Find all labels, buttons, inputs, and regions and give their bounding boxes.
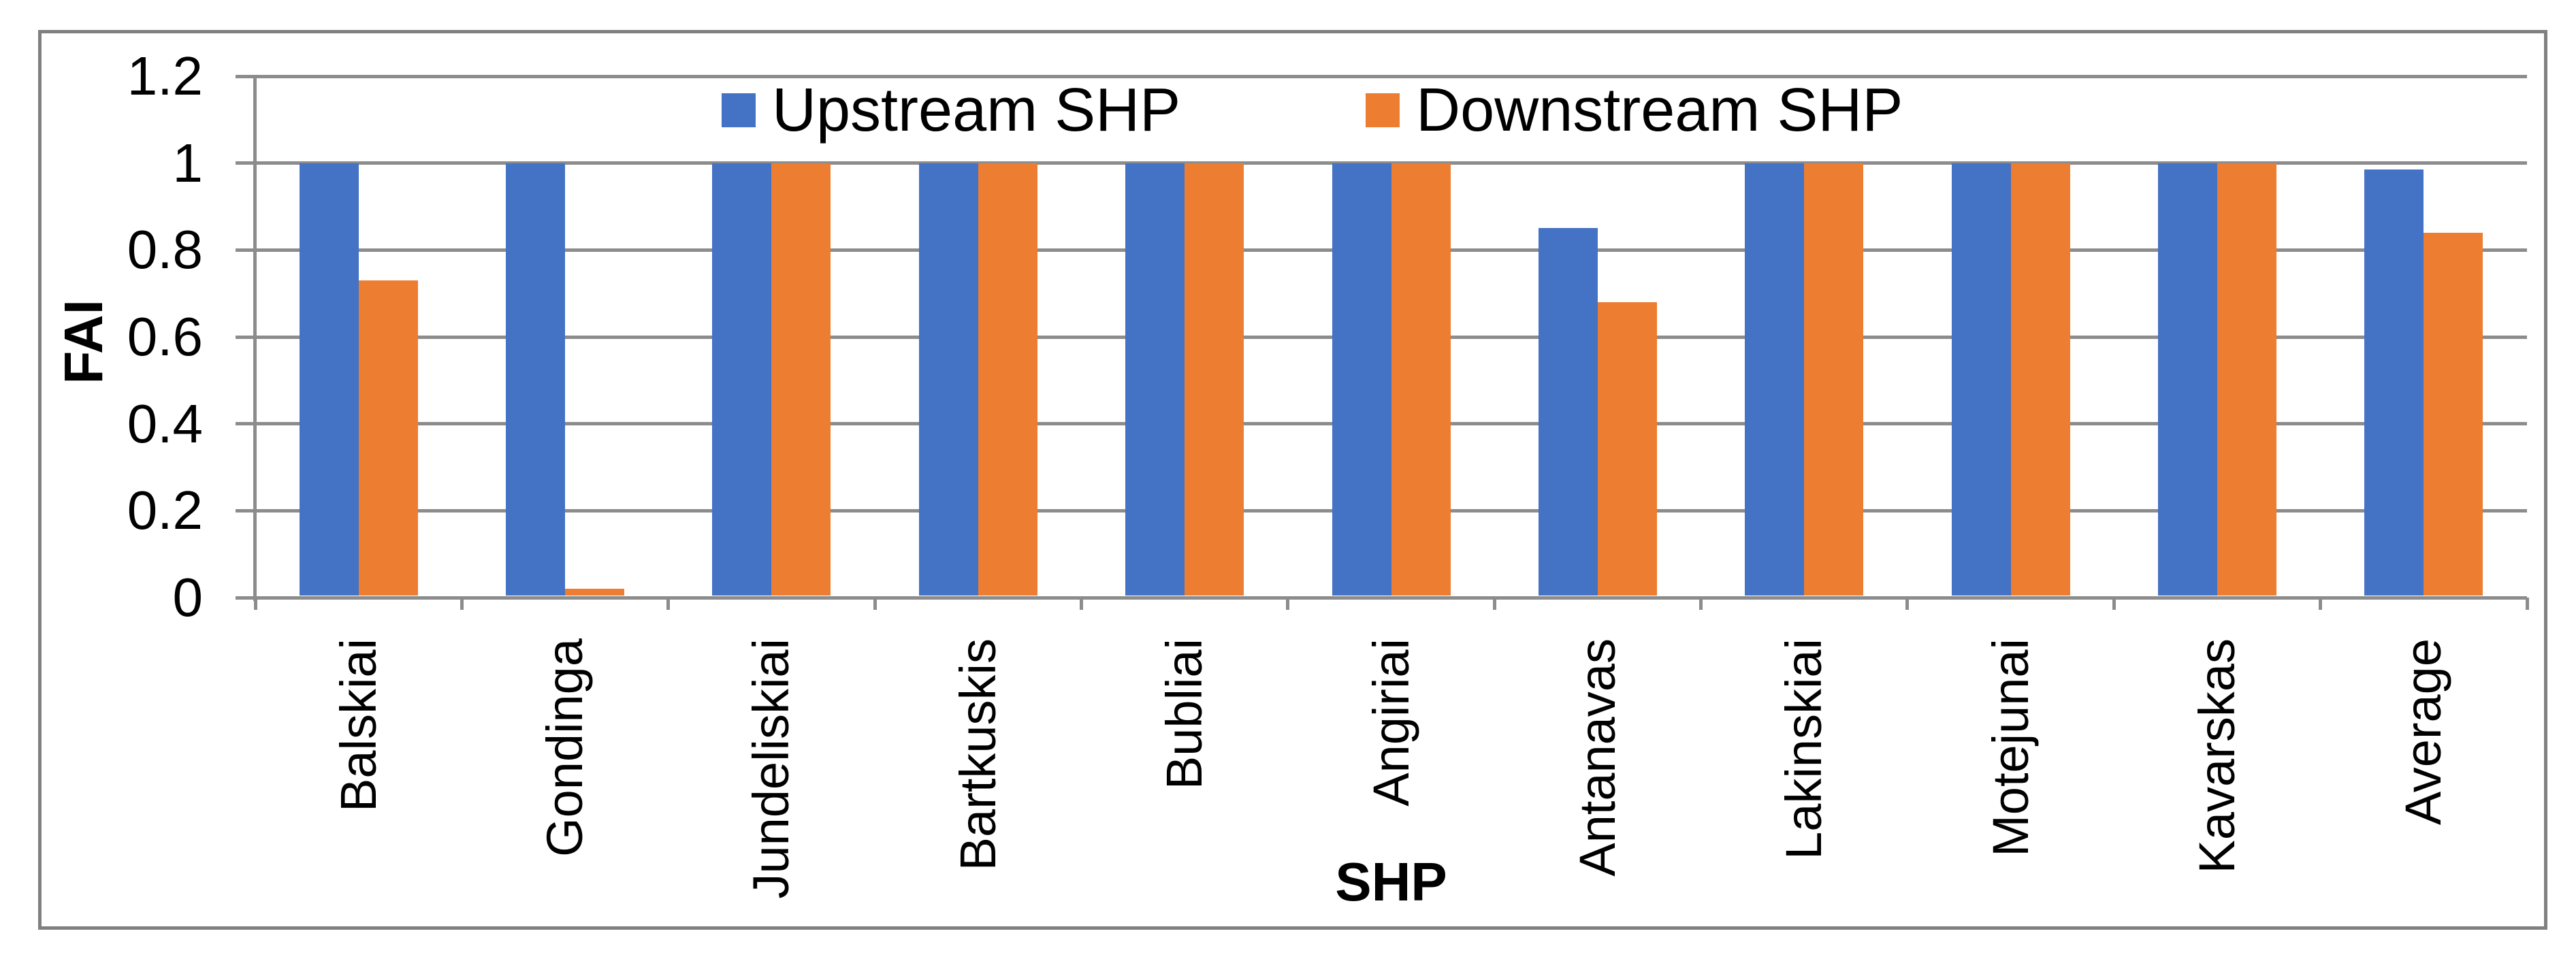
legend-item-downstream: Downstream SHP [1366,75,1903,146]
y-axis-line [253,76,257,601]
y-tick-label: 1 [172,132,204,193]
x-axis-tick [1492,598,1496,610]
bar-downstream-shp-jundeliskiai [771,163,831,596]
y-tick-label: 0.4 [127,393,203,454]
category-label-lakinskiai: Lakinskiai [1775,638,1833,860]
x-axis-tick [873,598,877,610]
y-gridline [236,596,2527,600]
bar-upstream-shp-bartkuskis [918,163,978,596]
x-axis-tick [2525,598,2529,610]
bar-downstream-shp-bubliai [1185,163,1244,596]
y-tick-label: 0.8 [127,219,203,280]
bar-upstream-shp-bubliai [1125,163,1185,596]
legend: Upstream SHP Downstream SHP [722,75,1903,146]
figure-border [38,30,2547,930]
category-label-antanavas: Antanavas [1568,638,1626,877]
x-axis-tick [2319,598,2323,610]
x-axis-tick [1079,598,1083,610]
category-label-kavarskas: Kavarskas [2188,638,2245,874]
category-label-bubliai: Bubliai [1156,638,1213,790]
y-tick-label: 1.2 [127,46,203,106]
x-axis-tick [1286,598,1290,610]
legend-item-upstream: Upstream SHP [722,75,1180,146]
bar-upstream-shp-jundeliskiai [712,163,772,596]
y-gridline [236,74,2527,78]
category-label-average: Average [2395,638,2452,826]
bar-upstream-shp-gondinga [506,163,566,596]
bar-downstream-shp-angiriai [1391,163,1451,596]
x-axis-tick [1905,598,1910,610]
bar-upstream-shp-motejunai [1951,163,2011,596]
legend-label-upstream: Upstream SHP [772,76,1181,144]
legend-label-downstream: Downstream SHP [1416,76,1903,144]
bar-upstream-shp-average [2364,169,2424,596]
bar-upstream-shp-kavarskas [2157,163,2217,596]
bar-downstream-shp-lakinskiai [1804,163,1864,596]
x-axis-title: SHP [1335,851,1447,912]
category-label-motejunai: Motejunai [1982,638,2039,857]
bar-downstream-shp-balskiai [358,280,418,596]
category-label-jundeliskiai: Jundeliskiai [743,638,800,899]
legend-swatch-downstream [1366,93,1400,127]
bar-downstream-shp-gondinga [565,589,625,596]
x-axis-tick [253,598,257,610]
bar-downstream-shp-bartkuskis [978,163,1037,596]
category-label-angiriai: Angiriai [1362,638,1419,807]
x-axis-tick [1699,598,1703,610]
x-axis-tick [666,598,671,610]
bar-upstream-shp-lakinskiai [1745,163,1805,596]
y-tick-label: 0.2 [127,480,203,541]
bar-downstream-shp-antanavas [1597,302,1657,596]
y-tick-label: 0 [172,567,204,628]
bar-upstream-shp-balskiai [299,163,359,596]
x-axis-tick [460,598,464,610]
category-label-balskiai: Balskiai [329,638,387,812]
category-label-gondinga: Gondinga [536,638,594,857]
legend-swatch-upstream [722,93,756,127]
category-label-bartkuskis: Bartkuskis [949,638,1006,871]
bar-downstream-shp-kavarskas [2217,163,2276,596]
bar-downstream-shp-average [2424,232,2483,596]
bar-upstream-shp-antanavas [1538,228,1598,596]
y-tick-label: 0.6 [127,306,203,367]
x-axis-tick [2112,598,2116,610]
bar-upstream-shp-angiriai [1332,163,1391,596]
bar-downstream-shp-motejunai [2010,163,2070,596]
